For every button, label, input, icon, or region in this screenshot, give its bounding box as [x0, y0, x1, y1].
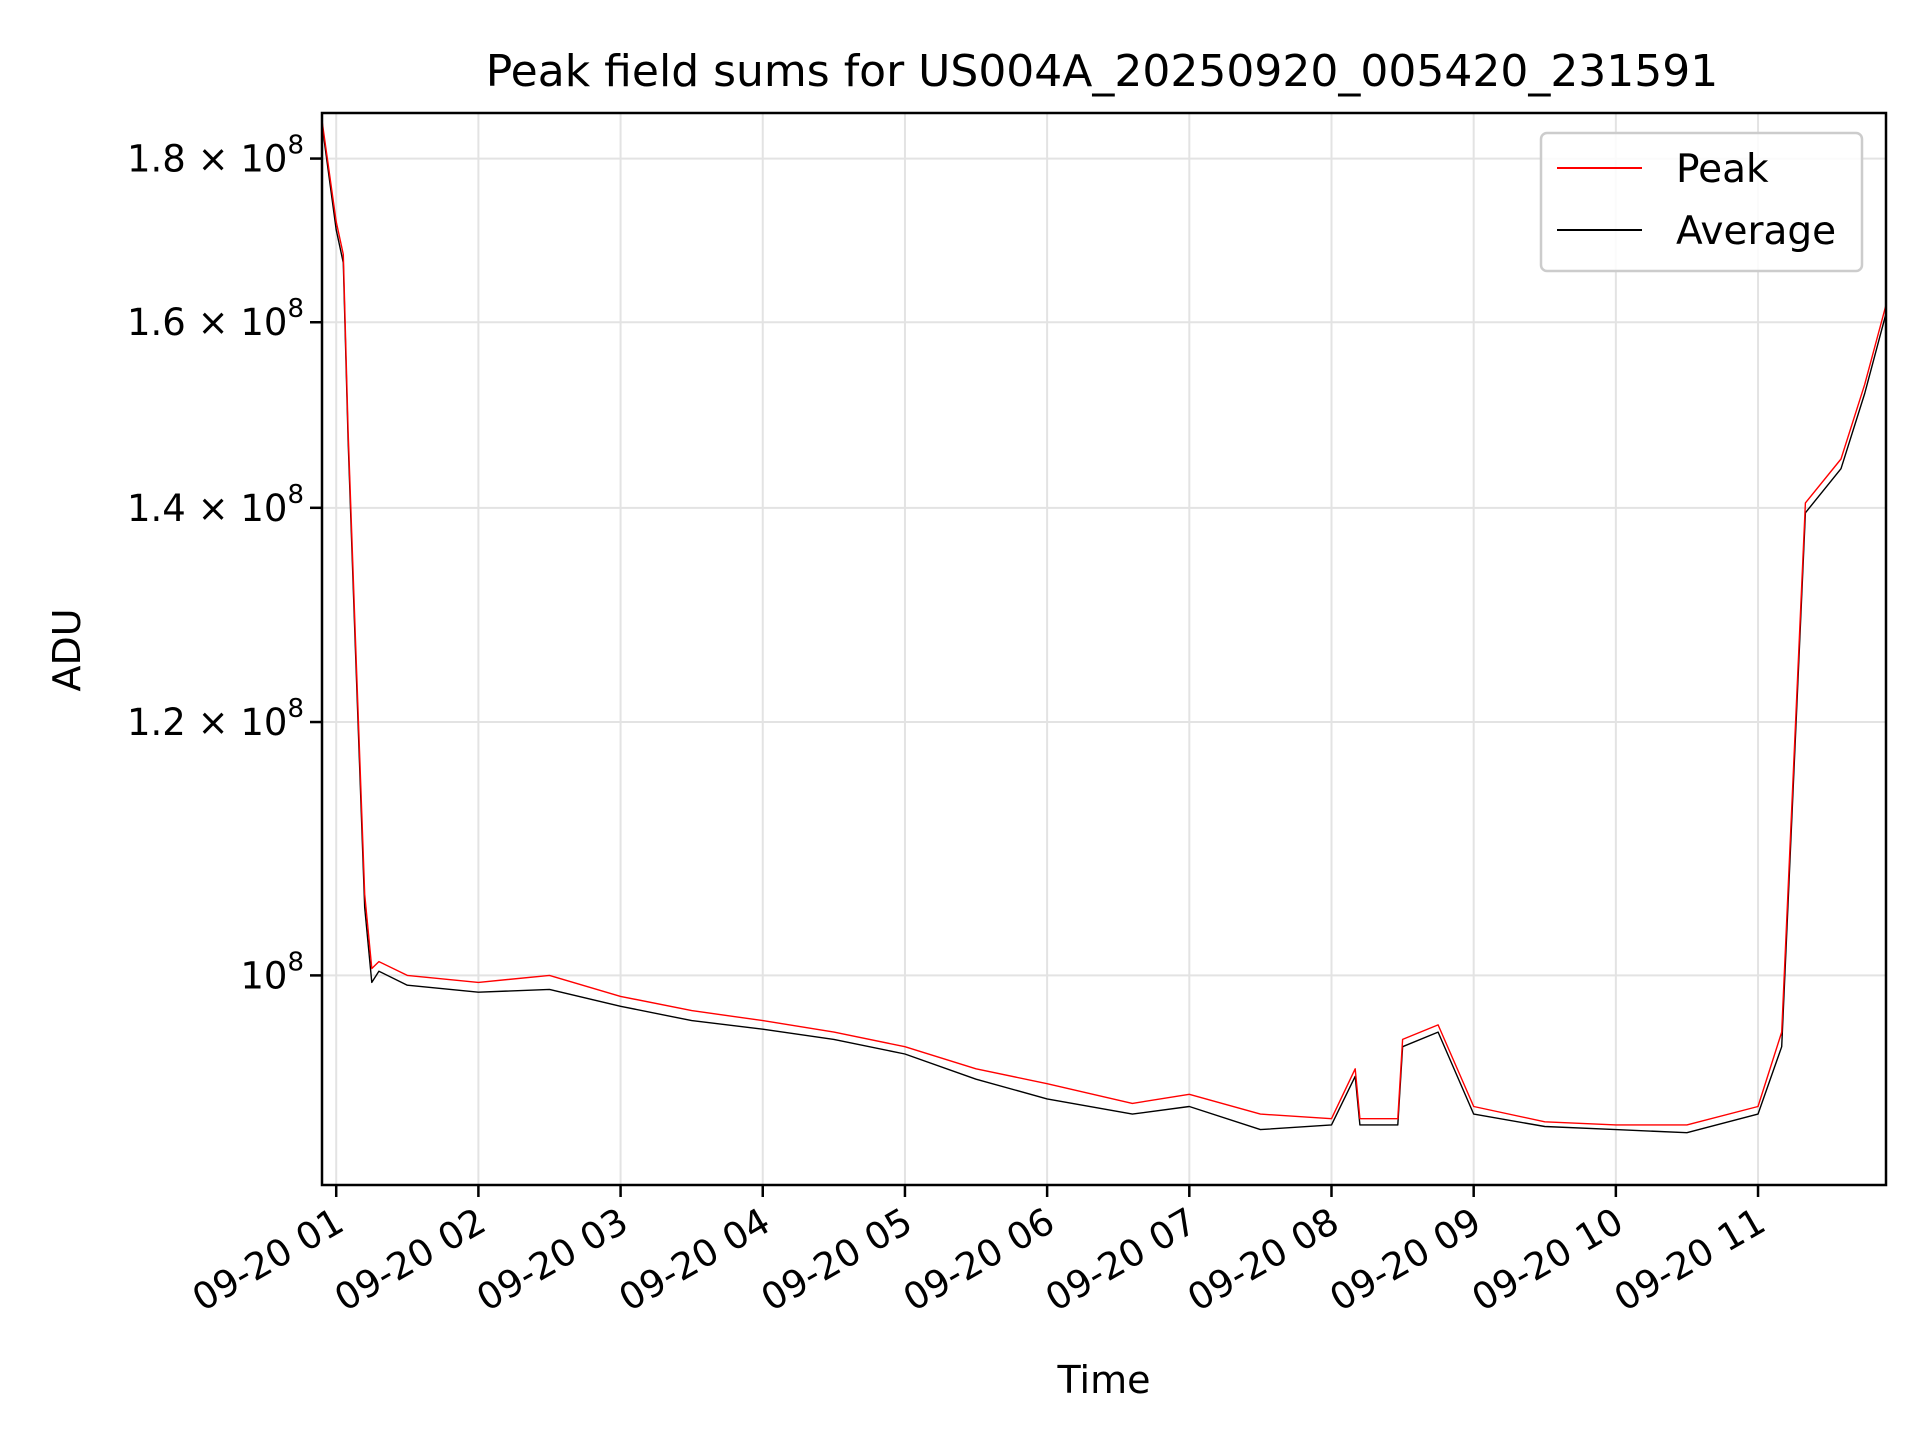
series-layer [321, 120, 1887, 1134]
x-tick-label: 09-20 01 [185, 1200, 351, 1320]
legend: Peak Average [1539, 131, 1864, 273]
grid [322, 113, 1886, 1185]
y-tick-mantissa: 1.4 [127, 487, 186, 530]
y-tick-exp: 8 [287, 294, 304, 324]
x-tick-label: 09-20 11 [1607, 1200, 1773, 1320]
y-tick-exp: 8 [287, 694, 304, 724]
y-tick-label: 1.4 × 108 [127, 480, 304, 530]
y-tick-label: 108 [240, 947, 304, 997]
y-axis-label: ADU [45, 608, 89, 691]
x-tick-label: 09-20 10 [1465, 1200, 1631, 1320]
x-tick-label: 09-20 06 [896, 1200, 1062, 1320]
x-tick-label: 09-20 04 [612, 1200, 778, 1320]
y-tick-times: × [186, 487, 241, 530]
y-tick-times: × [186, 701, 241, 744]
series-line-peak [321, 120, 1887, 1126]
plot-frame [320, 111, 1888, 1187]
x-tick-label: 09-20 07 [1038, 1200, 1204, 1320]
y-tick-label: 1.6 × 108 [127, 294, 304, 344]
y-tick-mantissa: 1.6 [127, 301, 186, 344]
y-tick-mantissa: 1.2 [127, 701, 186, 744]
x-tick-label: 09-20 03 [470, 1200, 636, 1320]
y-tick-base: 10 [240, 301, 287, 344]
x-tick-label: 09-20 08 [1180, 1200, 1346, 1320]
y-tick-label: 1.8 × 108 [127, 131, 304, 181]
y-tick-exp: 8 [287, 480, 304, 510]
legend-label-peak: Peak [1676, 147, 1769, 192]
x-axis-label: Time [1057, 1358, 1151, 1402]
series-line-average [321, 124, 1887, 1134]
y-tick-base: 10 [240, 954, 287, 997]
y-tick-base: 10 [240, 487, 287, 530]
y-tick-label: 1.2 × 108 [127, 694, 304, 744]
x-tick-label: 09-20 02 [327, 1200, 493, 1320]
y-tick-exp: 8 [287, 947, 304, 977]
x-tick-label: 09-20 09 [1323, 1200, 1489, 1320]
y-tick-base: 10 [240, 138, 287, 181]
y-tick-times: × [186, 138, 241, 181]
y-tick-times: × [186, 301, 241, 344]
legend-label-average: Average [1676, 209, 1836, 254]
y-tick-exp: 8 [287, 131, 304, 161]
x-tick-label: 09-20 05 [754, 1200, 920, 1320]
y-tick-base: 10 [240, 701, 287, 744]
chart-title: Peak field sums for US004A_20250920_0054… [486, 46, 1719, 97]
y-tick-mantissa: 1.8 [127, 138, 186, 181]
